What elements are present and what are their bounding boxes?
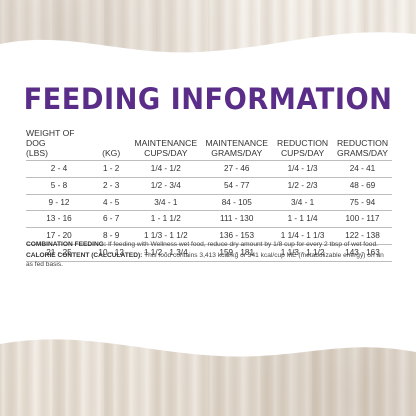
- header-red-cups-line2: CUPS/DAY: [280, 148, 325, 158]
- cell-lbs: 9 - 12: [26, 193, 92, 211]
- cell-kg: 8 - 9: [91, 227, 131, 245]
- combination-feeding-label: COMBINATION FEEDING:: [26, 241, 107, 248]
- table-row: 5 - 8 2 - 3 1/2 - 3/4 54 - 77 1/2 - 2/3 …: [26, 176, 392, 195]
- cell-kg: 10 - 12: [91, 243, 131, 262]
- cell-red-cups: 1 1/3 - 1 1/2: [272, 243, 333, 262]
- header-lbs-label: (LBS): [26, 148, 48, 158]
- cell-maint-grams: 27 - 46: [201, 160, 273, 178]
- combination-feeding-note: COMBINATION FEEDING: If feeding with Wel…: [26, 240, 388, 250]
- cell-maint-cups: 1/4 - 1/2: [130, 160, 202, 178]
- header-kg-label: (KG): [102, 148, 121, 158]
- page-title: FEEDING INFORMATION: [23, 82, 393, 116]
- cell-red-grams: 143 - 163: [332, 243, 392, 262]
- calorie-content-text: This food contains 3,413 kcal/kg or 341 …: [26, 251, 384, 269]
- cell-maint-grams: 111 - 130: [201, 210, 273, 228]
- header-maint-grams-line1: MAINTENANCE: [205, 138, 269, 148]
- header-red-cups: REDUCTION CUPS/DAY: [272, 128, 333, 161]
- cell-lbs: 21 - 25: [26, 243, 92, 262]
- cell-lbs: 17 - 20: [26, 227, 92, 245]
- header-red-grams: REDUCTION GRAMS/DAY: [333, 128, 392, 161]
- header-maint-cups-line1: MAINTENANCE: [134, 138, 198, 148]
- header-maint-grams: MAINTENANCE GRAMS/DAY: [201, 128, 272, 161]
- cell-maint-cups: 1 1/2 - 1 3/4: [130, 243, 202, 262]
- cell-kg: 6 - 7: [91, 210, 131, 228]
- header-red-grams-line1: REDUCTION: [336, 138, 389, 148]
- table-row: 17 - 20 8 - 9 1 1/3 - 1 1/2 136 - 153 1 …: [26, 227, 392, 245]
- cell-maint-grams: 136 - 153: [201, 227, 273, 245]
- cell-red-grams: 24 - 41: [332, 160, 392, 178]
- cell-red-cups: 3/4 - 1: [272, 193, 333, 211]
- cell-red-cups: 1/4 - 1/3: [272, 160, 333, 178]
- header-weight-lbs: WEIGHT OF DOG (LBS): [26, 128, 92, 161]
- cell-lbs: 2 - 4: [26, 160, 92, 178]
- header-weight-label: WEIGHT OF DOG: [26, 128, 75, 148]
- table-header-row: WEIGHT OF DOG (LBS) (KG) MAINTENANCE CUP…: [26, 128, 392, 161]
- cell-kg: 4 - 5: [91, 193, 131, 211]
- header-maint-cups-line2: CUPS/DAY: [144, 148, 188, 158]
- cell-red-grams: 122 - 138: [332, 227, 392, 245]
- table-row: 21 - 25 10 - 12 1 1/2 - 1 3/4 159 - 181 …: [26, 243, 392, 262]
- cell-red-cups: 1 1/4 - 1 1/3: [272, 227, 333, 245]
- table-row: 13 - 16 6 - 7 1 - 1 1/2 111 - 130 1 - 1 …: [26, 210, 392, 228]
- cell-red-grams: 48 - 69: [332, 176, 392, 195]
- cell-red-cups: 1/2 - 2/3: [272, 176, 333, 195]
- header-maint-grams-line2: GRAMS/DAY: [211, 148, 263, 158]
- cell-maint-grams: 54 - 77: [201, 176, 273, 195]
- table-row: 2 - 4 1 - 2 1/4 - 1/2 27 - 46 1/4 - 1/3 …: [26, 160, 392, 178]
- cell-red-cups: 1 - 1 1/4: [272, 210, 333, 228]
- cell-red-grams: 75 - 94: [332, 193, 392, 211]
- header-maint-cups: MAINTENANCE CUPS/DAY: [130, 128, 201, 161]
- cell-maint-grams: 159 - 181: [201, 243, 273, 262]
- cell-maint-cups: 1/2 - 3/4: [130, 176, 202, 195]
- table-row: 9 - 12 4 - 5 3/4 - 1 84 - 105 3/4 - 1 75…: [26, 193, 392, 211]
- cell-kg: 1 - 2: [91, 160, 131, 178]
- header-red-cups-line1: REDUCTION: [277, 138, 329, 148]
- cell-maint-cups: 1 1/3 - 1 1/2: [130, 227, 202, 245]
- calorie-content-note: CALORIE CONTENT (CALCULATED): This food …: [26, 251, 388, 270]
- cell-lbs: 13 - 16: [26, 210, 92, 228]
- feeding-notes: COMBINATION FEEDING: If feeding with Wel…: [26, 240, 388, 271]
- cell-lbs: 5 - 8: [26, 176, 92, 195]
- combination-feeding-text: If feeding with Wellness wet food, reduc…: [106, 241, 378, 248]
- header-red-grams-line2: GRAMS/DAY: [337, 148, 388, 158]
- cell-maint-cups: 3/4 - 1: [130, 193, 202, 211]
- header-weight-kg: (KG): [92, 128, 130, 161]
- cell-kg: 2 - 3: [91, 176, 131, 195]
- feeding-table: WEIGHT OF DOG (LBS) (KG) MAINTENANCE CUP…: [26, 128, 392, 262]
- cell-maint-cups: 1 - 1 1/2: [130, 210, 202, 228]
- calorie-content-label: CALORIE CONTENT (CALCULATED):: [26, 251, 143, 259]
- cell-red-grams: 100 - 117: [332, 210, 392, 228]
- cell-maint-grams: 84 - 105: [201, 193, 273, 211]
